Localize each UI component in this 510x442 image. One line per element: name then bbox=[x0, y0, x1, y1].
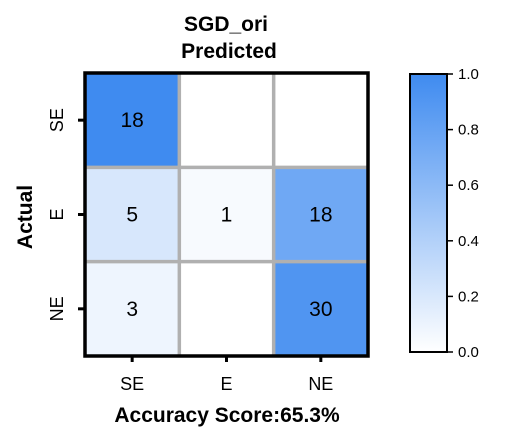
heatmap-cell-2-2 bbox=[273, 261, 368, 356]
colorbar-ticks: 0.0 0.2 0.4 0.6 0.8 1.0 bbox=[447, 66, 479, 361]
heatmap-cell-0-2 bbox=[273, 73, 368, 168]
heatmap-cell-0-1 bbox=[179, 73, 274, 168]
heatmap-cell-2-1 bbox=[179, 261, 274, 356]
x-axis-label: Accuracy Score:65.3% bbox=[114, 404, 340, 427]
heatmap-cells bbox=[85, 73, 368, 356]
heatmap-grid bbox=[85, 73, 368, 356]
cell-label-1-1: 1 bbox=[221, 203, 233, 226]
heatmap-cell-0-0 bbox=[85, 73, 180, 168]
y-axis-label: Actual bbox=[14, 185, 37, 249]
colorbar-tick-label-5: 1.0 bbox=[458, 66, 479, 83]
colorbar bbox=[409, 73, 448, 353]
y-tick-label-2: NE bbox=[47, 296, 67, 321]
x-axis-ticks: SE E NE bbox=[120, 355, 333, 394]
heatmap-cell-labels: 18 5 1 18 3 30 bbox=[120, 109, 332, 321]
chart-title-line1: SGD_ori bbox=[184, 13, 268, 36]
cell-label-1-2: 18 bbox=[309, 203, 332, 226]
heatmap-cell-1-2 bbox=[273, 167, 368, 262]
y-tick-label-0: SE bbox=[47, 108, 67, 132]
cell-label-2-2: 30 bbox=[309, 298, 332, 321]
heatmap-cell-1-1 bbox=[179, 167, 274, 262]
x-tick-label-1: E bbox=[220, 374, 232, 394]
colorbar-tick-label-3: 0.6 bbox=[458, 177, 479, 194]
chart-title-line2: Predicted bbox=[181, 40, 277, 63]
x-tick-label-2: NE bbox=[308, 374, 333, 394]
colorbar-tick-label-2: 0.4 bbox=[458, 233, 479, 250]
colorbar-tick-label-4: 0.8 bbox=[458, 122, 479, 139]
cell-label-1-0: 5 bbox=[126, 203, 138, 226]
heatmap-cell-2-0 bbox=[85, 261, 180, 356]
cell-label-2-0: 3 bbox=[126, 298, 138, 321]
y-tick-label-1: E bbox=[47, 208, 67, 220]
x-tick-label-0: SE bbox=[120, 374, 144, 394]
cell-label-0-0: 18 bbox=[120, 109, 143, 132]
colorbar-tick-label-1: 0.2 bbox=[458, 288, 479, 305]
colorbar-tick-label-0: 0.0 bbox=[458, 344, 479, 361]
heatmap-cell-1-0 bbox=[85, 167, 180, 262]
y-axis-ticks: SE E NE bbox=[47, 108, 85, 321]
